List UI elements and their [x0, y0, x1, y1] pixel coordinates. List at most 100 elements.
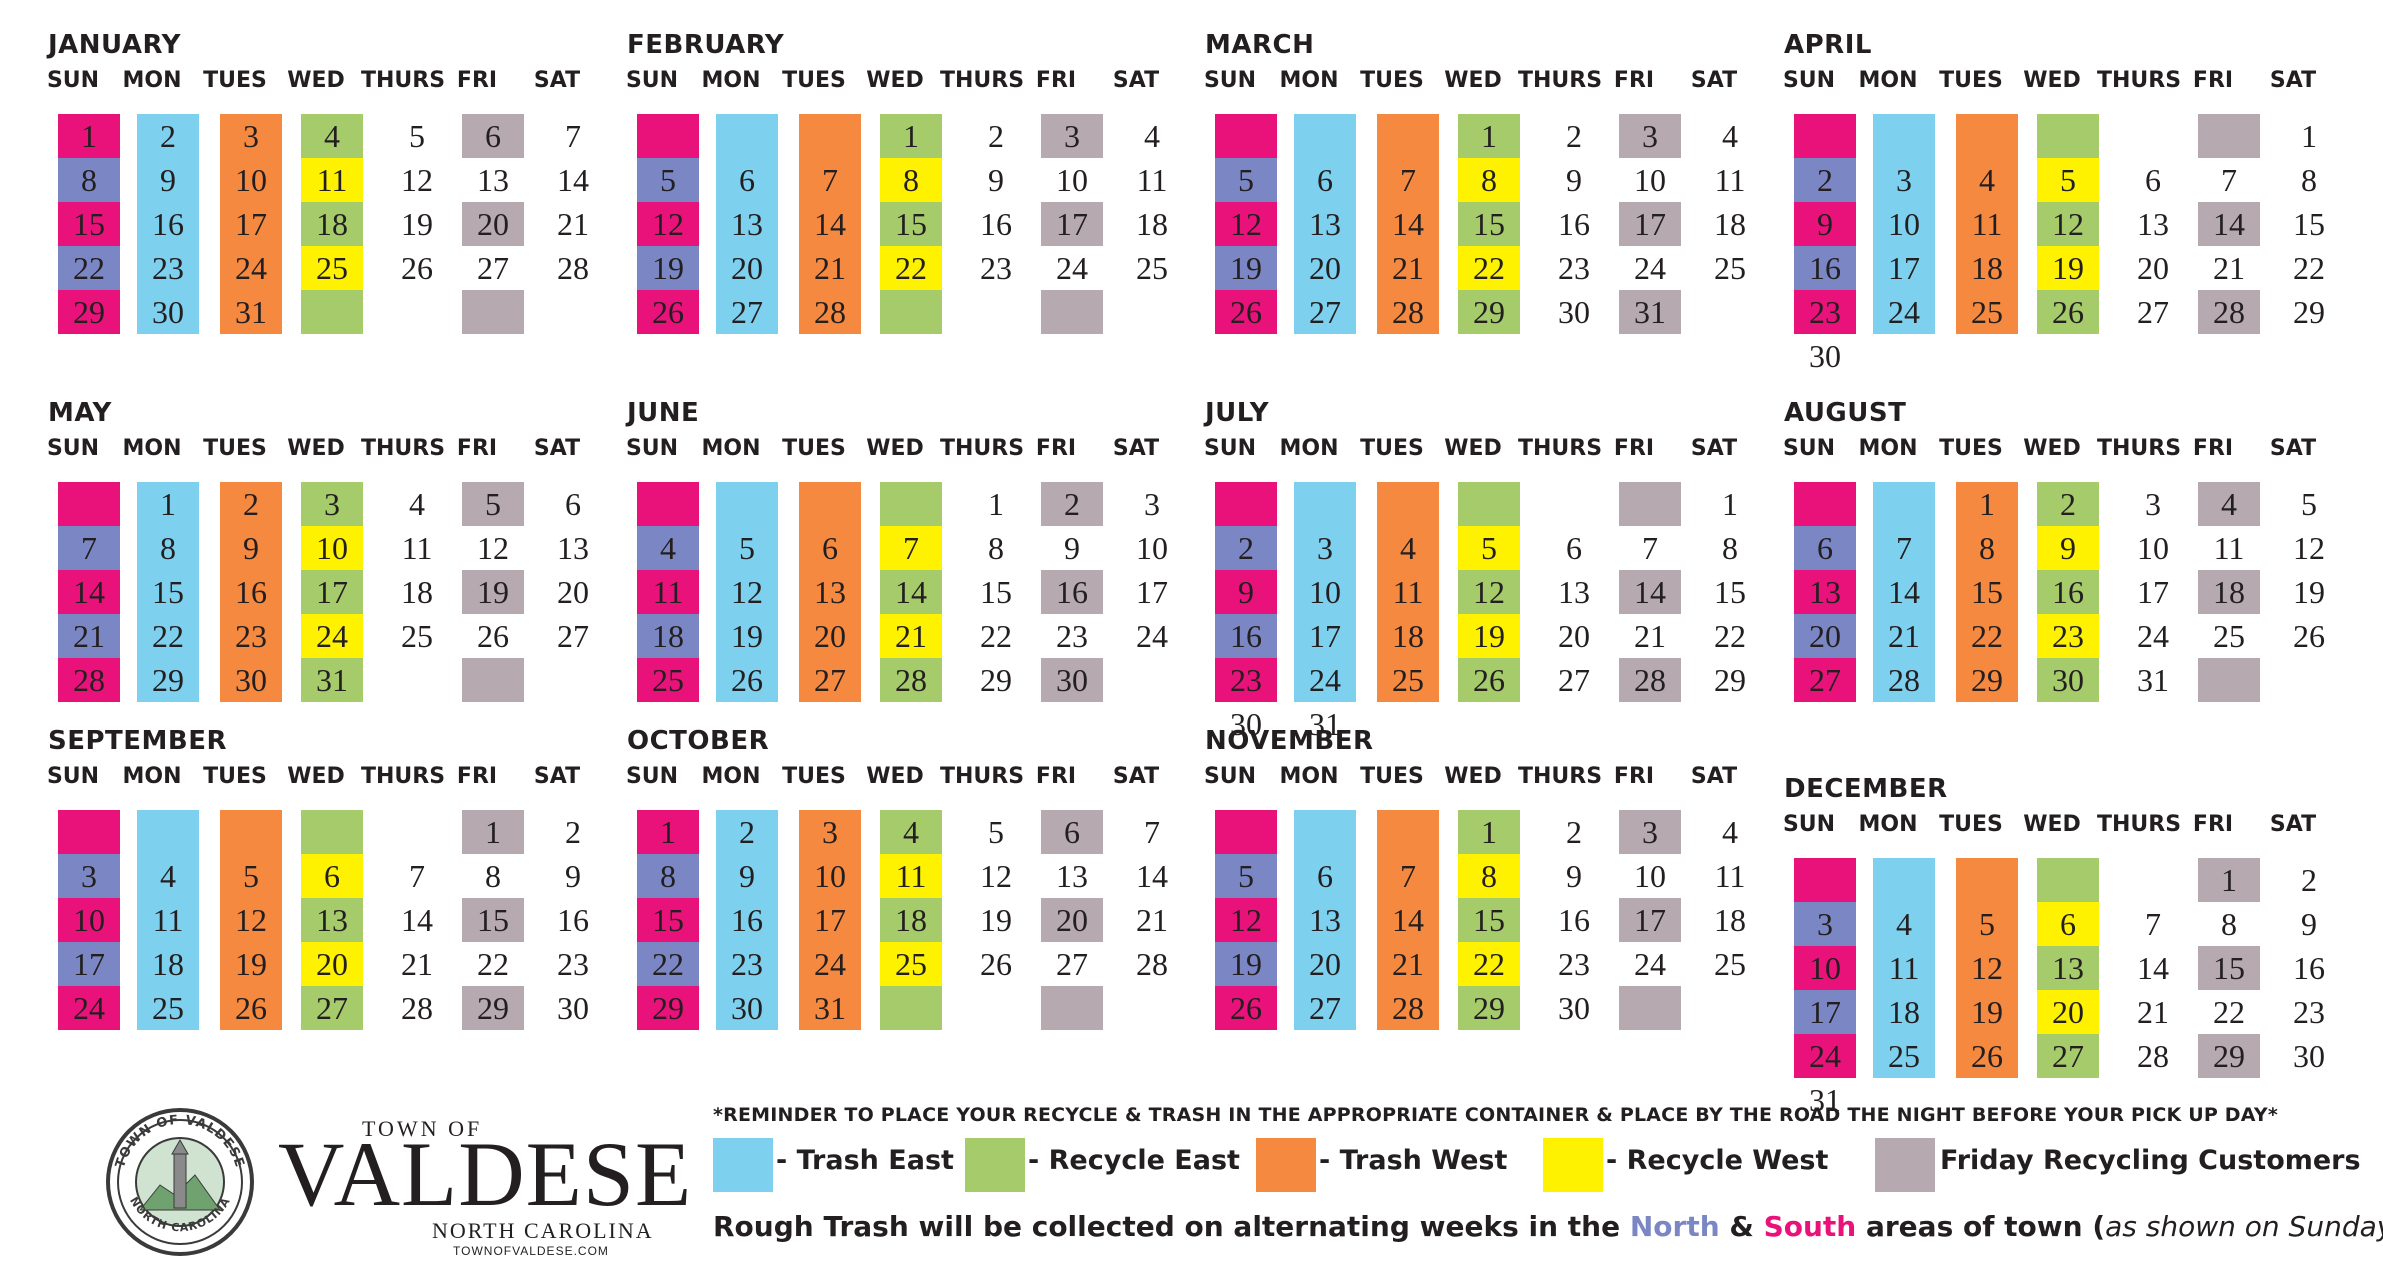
day-number: 30 [731, 990, 763, 1026]
bar-sunday [637, 898, 699, 942]
bar-wednesday [1458, 810, 1520, 854]
day-name-sat: SAT [1690, 68, 1738, 93]
bar-sunday [1794, 858, 1856, 902]
day-number: 28 [1136, 946, 1168, 982]
day-number: 5 [485, 486, 501, 522]
day-name-sun: SUN [1782, 68, 1836, 93]
day-number: 6 [1317, 162, 1333, 198]
day-number: 7 [1400, 162, 1416, 198]
day-number: 2 [1238, 530, 1254, 566]
bar-wednesday [1458, 898, 1520, 942]
day-number: 14 [2137, 950, 2169, 986]
day-number: 15 [73, 206, 105, 242]
day-number: 20 [1309, 946, 1341, 982]
bar-wednesday [2037, 990, 2099, 1034]
bar-wednesday [880, 482, 942, 526]
day-name-fri: FRI [1613, 436, 1655, 461]
bar-friday [1619, 202, 1681, 246]
day-name-fri: FRI [1035, 436, 1077, 461]
day-number: 27 [814, 662, 846, 698]
day-number: 27 [2137, 294, 2169, 330]
day-name-fri: FRI [2192, 812, 2234, 837]
day-name-sat: SAT [1690, 764, 1738, 789]
day-number: 4 [160, 858, 176, 894]
bar-friday [1041, 202, 1103, 246]
bar-sunday [1794, 158, 1856, 202]
day-number: 8 [660, 858, 676, 894]
day-number: 18 [1714, 206, 1746, 242]
bar-friday [462, 202, 524, 246]
bar-wednesday [301, 854, 363, 898]
bar-col-tues [1956, 858, 2018, 1078]
day-number: 9 [2060, 530, 2076, 566]
day-number: 10 [316, 530, 348, 566]
bar-wednesday [301, 158, 363, 202]
bar-friday [1041, 810, 1103, 854]
day-number: 15 [1714, 574, 1746, 610]
day-number: 2 [2060, 486, 2076, 522]
bar-col-mon [1873, 482, 1935, 702]
day-name-wed: WED [1444, 68, 1502, 93]
bar-sunday [1215, 202, 1277, 246]
day-number: 27 [1558, 662, 1590, 698]
bar-sunday [1794, 1034, 1856, 1078]
day-number: 14 [814, 206, 846, 242]
day-number: 7 [822, 162, 838, 198]
day-number: 11 [152, 902, 184, 938]
day-name-mon: MON [1858, 812, 1918, 837]
bar-friday [1041, 570, 1103, 614]
day-number: 30 [557, 990, 589, 1026]
day-number: 27 [731, 294, 763, 330]
day-number: 9 [988, 162, 1004, 198]
day-number: 20 [731, 250, 763, 286]
day-number: 14 [1392, 206, 1424, 242]
day-number: 22 [477, 946, 509, 982]
day-number: 22 [980, 618, 1012, 654]
day-number: 13 [814, 574, 846, 610]
bar-wednesday [2037, 482, 2099, 526]
day-number: 12 [1971, 950, 2003, 986]
day-number: 15 [980, 574, 1012, 610]
day-number: 26 [2052, 294, 2084, 330]
bar-friday [1619, 658, 1681, 702]
day-number: 19 [1473, 618, 1505, 654]
day-number: 9 [565, 858, 581, 894]
day-number: 11 [401, 530, 433, 566]
day-name-tues: TUES [782, 764, 846, 789]
day-name-thurs: THURS [361, 436, 446, 461]
day-name-tues: TUES [1360, 764, 1424, 789]
day-number: 22 [1473, 946, 1505, 982]
day-number: 7 [409, 858, 425, 894]
day-number: 24 [814, 946, 846, 982]
day-number: 14 [1888, 574, 1920, 610]
day-number: 25 [652, 662, 684, 698]
day-number: 19 [1971, 994, 2003, 1030]
day-number: 28 [1634, 662, 1666, 698]
day-number: 18 [1392, 618, 1424, 654]
day-number: 10 [1309, 574, 1341, 610]
bar-sunday [637, 810, 699, 854]
day-number: 20 [1309, 250, 1341, 286]
day-number: 30 [2293, 1038, 2325, 1074]
day-number: 29 [152, 662, 184, 698]
month-title-september: SEPTEMBER [48, 726, 228, 756]
bar-sunday [1215, 614, 1277, 658]
day-name-mon: MON [1858, 68, 1918, 93]
day-number: 1 [2301, 118, 2317, 154]
logo-town-of: TOWN OF [362, 1116, 483, 1141]
bar-sunday [1215, 114, 1277, 158]
bar-wednesday [1458, 246, 1520, 290]
bar-wednesday [880, 526, 942, 570]
day-name-fri: FRI [456, 764, 498, 789]
bar-friday [2198, 482, 2260, 526]
bar-sunday [637, 942, 699, 986]
day-number: 25 [316, 250, 348, 286]
day-number: 5 [1238, 858, 1254, 894]
day-number: 24 [1809, 1038, 1841, 1074]
bar-wednesday [880, 202, 942, 246]
day-number: 13 [1309, 206, 1341, 242]
day-number: 26 [731, 662, 763, 698]
day-number: 1 [988, 486, 1004, 522]
day-number: 13 [1056, 858, 1088, 894]
bar-friday [462, 570, 524, 614]
